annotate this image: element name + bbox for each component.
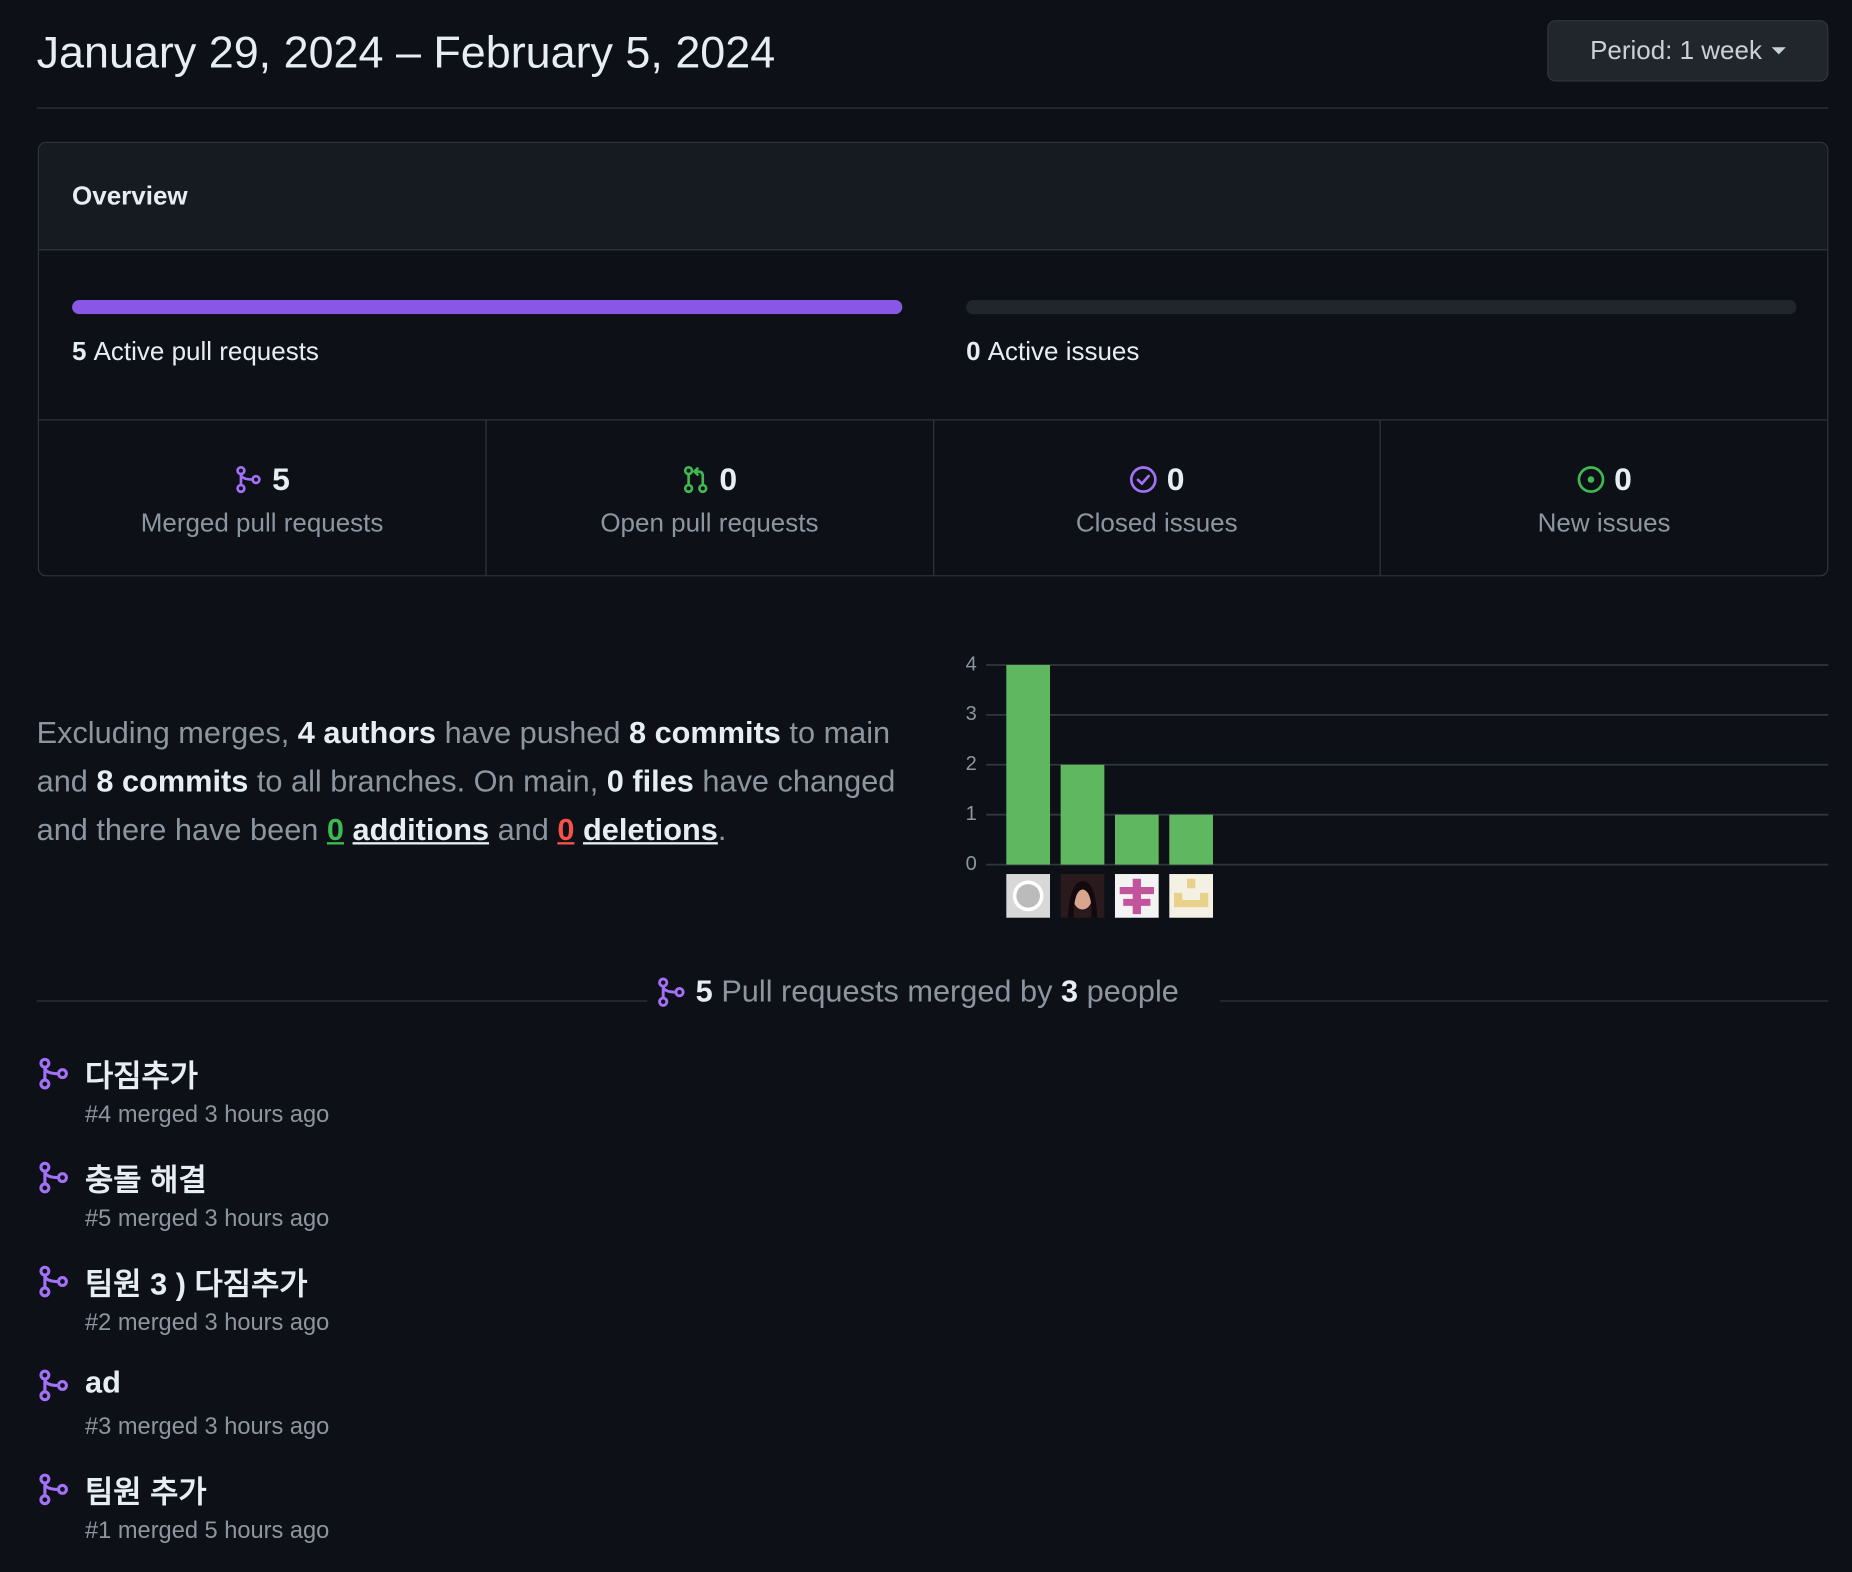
icon-merged [658,976,685,1007]
pull-request-meta: #5 merged 3 hours ago [85,1205,330,1232]
stat-cell[interactable]: 0 New issues [1381,420,1827,575]
merged-heading: 5 Pull requests merged by 3 people [656,973,1213,1010]
overview-title: Overview [72,180,188,211]
icon-merged [39,1473,68,1506]
stat-top: 0 [1576,461,1632,499]
period-button[interactable]: Period: 1 week [1547,20,1829,82]
stat-count: 0 [1166,461,1185,497]
pull-request-meta: #2 merged 3 hours ago [85,1309,330,1336]
y-tick-label: 1 [966,803,977,825]
text-plain: have pushed [444,714,621,751]
overview-header: Overview [38,142,1828,251]
text-bold: 4 authors [297,714,437,751]
dropdown-caret [1771,47,1786,55]
commits-chart: 0 1 2 3 4 [966,653,1829,918]
text-bold: 8 commits [628,714,781,751]
y-tick-label: 0 [966,853,977,875]
active-pull-requests[interactable]: 5 Active pull requests [72,337,319,368]
y-tick-label: 3 [966,703,977,725]
author-avatar[interactable] [1060,874,1105,918]
count: 5 [72,336,87,367]
avatar-shape [1016,884,1040,908]
text-plain: to all branches. On main, [256,763,599,799]
pull-request-meta: #1 merged 5 hours ago [85,1517,330,1544]
text-plain: to main and [36,714,891,799]
stat-top: 0 [1129,461,1185,499]
text-bold: 0 files [606,763,694,799]
count: 0 [966,336,981,367]
avatar-shape [1174,878,1209,908]
avatar-shape [1119,878,1154,915]
progress-track [966,300,1797,315]
pull-request-title[interactable]: 충돌 해결 [85,1162,207,1198]
text-plain: . [717,811,727,847]
stat-label: Open pull requests [600,507,819,538]
icon-merged [39,1057,68,1090]
icon-issue-closed [1129,466,1157,493]
label: Active issues [987,336,1140,367]
stat-count: 5 [272,461,290,497]
progress-track [72,300,903,315]
author-avatar[interactable] [1169,874,1214,918]
text-link: additions [352,811,490,847]
author-avatar[interactable] [1006,874,1051,918]
text-link: deletions [583,811,718,847]
text-bold: 3 [1061,973,1079,1009]
icon-merged [39,1369,68,1402]
text-plain: people [1086,973,1179,1009]
icon-merged [39,1265,68,1298]
stat-label: Closed issues [1075,507,1238,538]
bar [1006,664,1051,865]
stat-count: 0 [1614,461,1632,497]
bar [1114,814,1159,865]
stat-count: 0 [719,461,738,497]
avatar-shape [1067,881,1098,918]
y-tick-label: 4 [966,653,977,675]
stats-row: 5 Merged pull requests 0 Open pull requests… [38,419,1828,576]
commit-summary: Excluding merges, 4 authors have pushed … [37,709,946,854]
stat-cell[interactable]: 0 Open pull requests [486,420,934,576]
text-plain: have changed and there have been [36,763,896,847]
stat-label: Merged pull requests [140,507,384,538]
stat-cell[interactable]: 0 Closed issues [934,420,1382,576]
text-added: 0 [326,811,345,847]
pull-request-title[interactable]: 팀원 추가 [85,1474,207,1510]
icon-pr-open [684,465,708,494]
merged-heading-text: 5 Pull requests merged by 3 people [696,973,1179,1010]
overview-box: Overview 5 Active pull requests 0 Active i… [37,141,1829,577]
period-button-label: Period: 1 week [1590,35,1762,65]
pull-request-meta: #4 merged 3 hours ago [85,1101,330,1128]
stat-top: 0 [682,461,738,499]
bar [1169,814,1214,865]
text-plain: Excluding merges, [36,714,290,751]
pull-request-meta: #3 merged 3 hours ago [85,1413,330,1440]
divider [36,1000,648,1002]
pull-request-title[interactable]: ad [85,1364,121,1400]
progress-fill [72,300,903,315]
icon-merged [236,465,262,494]
text-bold: 5 [695,973,713,1009]
stat-top: 5 [234,461,290,499]
label: Active pull requests [93,336,319,367]
active-issues[interactable]: 0 Active issues [966,337,1139,368]
author-avatar[interactable] [1114,874,1159,918]
text-bold: 8 commits [96,763,249,799]
bar [1060,764,1105,865]
icon-merged [39,1161,68,1194]
text-plain: and [497,811,549,847]
pull-request-title[interactable]: 다짐추가 [85,1058,199,1094]
pull-request-title[interactable]: 팀원 3 ) 다짐추가 [85,1266,308,1302]
stat-label: New issues [1537,507,1671,538]
icon-issue-open [1577,466,1604,493]
stat-cell[interactable]: 5 Merged pull requests [39,420,487,576]
text-removed: 0 [557,811,575,847]
divider [36,107,1829,109]
text-plain: Pull requests merged by [721,973,1053,1009]
y-tick-label: 2 [966,753,977,775]
date-range-title: January 29, 2024 – February 5, 2024 [36,28,776,78]
divider [1220,1000,1829,1002]
